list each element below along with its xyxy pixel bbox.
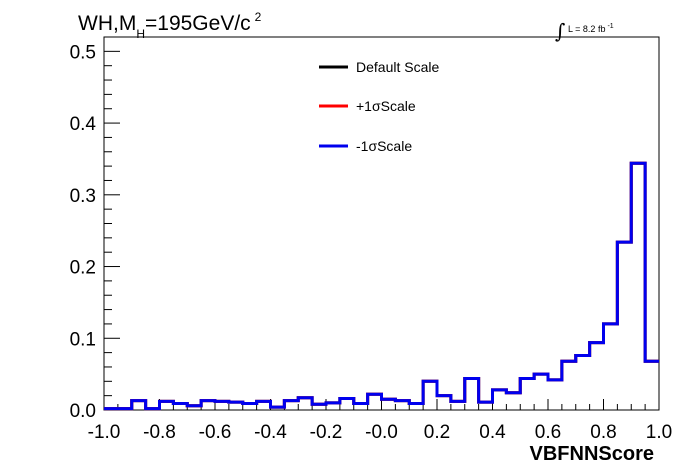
x-tick-label: -0.6 bbox=[199, 422, 232, 443]
lumi-superscript: -1 bbox=[607, 23, 613, 30]
x-tick-label: 0.8 bbox=[590, 422, 616, 443]
title-rest: =195GeV/c bbox=[145, 12, 251, 35]
y-axis: 0.0 0.1 0.2 0.3 0.4 0.5 bbox=[70, 36, 120, 422]
legend-label-plus1sigma: +1σScale bbox=[356, 98, 416, 114]
series-default-scale bbox=[104, 161, 659, 411]
x-axis-title: VBFNNScore bbox=[530, 443, 654, 465]
x-tick-label: 0.4 bbox=[479, 422, 506, 443]
lumi-text: L = 8.2 fb bbox=[568, 24, 605, 34]
y-tick-label: 0.2 bbox=[70, 258, 96, 279]
title-superscript: 2 bbox=[255, 10, 262, 24]
lumi-label: L = 8.2 fb -1 bbox=[568, 23, 614, 34]
legend-label-minus1sigma: -1σScale bbox=[356, 138, 412, 154]
x-tick-label: -0.8 bbox=[143, 422, 176, 443]
series-plus1sigma-scale bbox=[104, 161, 659, 411]
y-tick-label: 0.1 bbox=[70, 329, 96, 350]
x-axis: -1.0 -0.8 -0.6 -0.4 -0.2 -0.0 0.2 0.4 0.6 0.8 1.0 bbox=[88, 399, 672, 443]
title-subscript: H bbox=[136, 27, 145, 41]
y-tick-label: 0.3 bbox=[70, 186, 96, 207]
y-tick-label: 0.0 bbox=[70, 401, 96, 422]
legend: Default Scale +1σScale -1σScale bbox=[319, 59, 439, 154]
legend-label-default: Default Scale bbox=[356, 59, 439, 75]
series-layer bbox=[104, 161, 659, 411]
y-tick-label: 0.5 bbox=[70, 42, 96, 63]
y-tick-label: 0.4 bbox=[70, 114, 97, 135]
x-tick-label: -1.0 bbox=[88, 422, 121, 443]
x-tick-label: -0.0 bbox=[365, 422, 398, 443]
x-tick-label: 1.0 bbox=[646, 422, 672, 443]
x-tick-label: 0.6 bbox=[535, 422, 561, 443]
title-main: WH,M bbox=[78, 12, 136, 35]
lumi-integral: ∫ bbox=[555, 19, 565, 43]
x-tick-label: -0.4 bbox=[254, 422, 287, 443]
x-tick-label: -0.2 bbox=[310, 422, 343, 443]
series-minus1sigma-scale bbox=[104, 161, 659, 411]
chart-title: WH,MH=195GeV/c 2 bbox=[78, 10, 262, 41]
x-tick-label: 0.2 bbox=[424, 422, 450, 443]
